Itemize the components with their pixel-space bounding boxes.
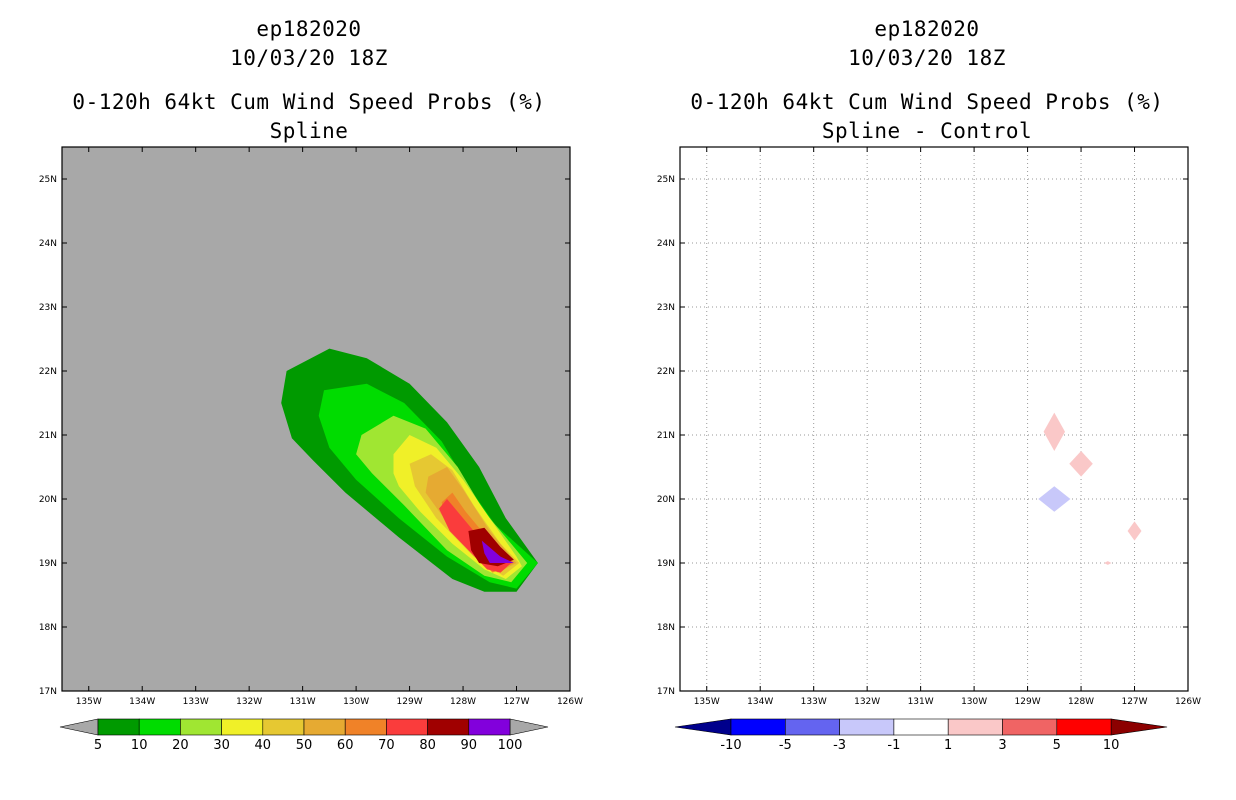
- colorbar-label: 60: [337, 738, 354, 753]
- x-tick-label: 135W: [76, 697, 102, 707]
- colorbar-high-arrow: [509, 718, 549, 736]
- subtitle: Spline: [269, 119, 349, 143]
- x-tick-label: 133W: [801, 697, 827, 707]
- colorbar-low-arrow: [674, 718, 732, 736]
- colorbar-low-arrow: [59, 718, 99, 736]
- datetime-title: 10/03/20 18Z: [230, 46, 388, 70]
- colorbar-segment: [893, 718, 949, 736]
- colorbar-label: -10: [720, 738, 741, 753]
- colorbar-segment: [344, 718, 387, 736]
- x-tick-label: 131W: [908, 697, 934, 707]
- plot-frame: [679, 146, 1189, 692]
- x-tick-label: 132W: [854, 697, 880, 707]
- colorbar-label: 10: [1103, 738, 1120, 753]
- colorbar-segment: [730, 718, 786, 736]
- y-tick-label: 21N: [657, 431, 675, 441]
- x-tick-label: 126W: [1175, 697, 1201, 707]
- colorbar-label: -3: [833, 738, 846, 753]
- contour-90pct: [481, 540, 514, 563]
- y-tick-label: 25N: [657, 175, 675, 185]
- x-tick-label: 127W: [1121, 697, 1147, 707]
- y-tick-label: 20N: [657, 495, 675, 505]
- colorbar-segment: [138, 718, 181, 736]
- colorbar-segment: [1056, 718, 1112, 736]
- y-tick-label: 25N: [39, 175, 57, 185]
- storm-id-title: ep182020: [874, 17, 980, 41]
- difference-patch: [1038, 486, 1071, 512]
- x-tick-label: 134W: [129, 697, 155, 707]
- colorbar-segment: [97, 718, 140, 736]
- colorbar-label: -5: [779, 738, 792, 753]
- colorbar-segment: [386, 718, 428, 736]
- difference-patch: [1104, 561, 1112, 565]
- contour-80pct: [468, 527, 514, 567]
- colorbar-label: 80: [419, 738, 436, 753]
- colorbar-segment: [427, 718, 470, 736]
- colorbar-segment: [947, 718, 1003, 736]
- x-tick-label: 134W: [747, 697, 773, 707]
- colorbar-segment: [180, 718, 222, 736]
- colorbar-segment: [468, 718, 511, 736]
- colorbar-segment: [839, 718, 895, 736]
- colorbar-high-arrow: [1110, 718, 1168, 736]
- subtitle: Spline - Control: [821, 119, 1033, 143]
- y-tick-label: 21N: [39, 431, 57, 441]
- y-tick-label: 20N: [39, 495, 57, 505]
- colorbar-label: 70: [378, 738, 395, 753]
- x-tick-label: 129W: [1015, 697, 1041, 707]
- x-tick-label: 132W: [236, 697, 262, 707]
- x-tick-label: 129W: [397, 697, 423, 707]
- y-tick-label: 23N: [39, 303, 57, 313]
- difference-patch: [1069, 451, 1093, 477]
- colorbar-label: 90: [461, 738, 478, 753]
- x-tick-label: 126W: [557, 697, 583, 707]
- y-tick-label: 18N: [657, 623, 675, 633]
- x-tick-label: 128W: [450, 697, 476, 707]
- difference-patch: [1127, 521, 1142, 541]
- colorbar-label: 3: [998, 738, 1006, 753]
- colorbar-label: 5: [1053, 738, 1061, 753]
- product-title: 0-120h 64kt Cum Wind Speed Probs (%): [690, 90, 1164, 114]
- y-tick-label: 18N: [39, 623, 57, 633]
- x-tick-label: 127W: [503, 697, 529, 707]
- y-tick-label: 24N: [39, 239, 57, 249]
- colorbar-label: 100: [498, 738, 523, 753]
- colorbar-label: 30: [213, 738, 230, 753]
- x-tick-label: 128W: [1068, 697, 1094, 707]
- y-tick-label: 23N: [657, 303, 675, 313]
- colorbar-segment: [785, 718, 840, 736]
- colorbar-label: -1: [887, 738, 900, 753]
- y-tick-label: 22N: [657, 367, 675, 377]
- x-tick-label: 130W: [343, 697, 369, 707]
- y-tick-label: 19N: [657, 559, 675, 569]
- colorbar-segment: [1002, 718, 1058, 736]
- plot-background: [680, 147, 1188, 691]
- y-tick-label: 17N: [657, 687, 675, 697]
- product-title: 0-120h 64kt Cum Wind Speed Probs (%): [72, 90, 546, 114]
- datetime-title: 10/03/20 18Z: [848, 46, 1006, 70]
- x-tick-label: 135W: [694, 697, 720, 707]
- y-tick-label: 22N: [39, 367, 57, 377]
- storm-id-title: ep182020: [256, 17, 362, 41]
- x-tick-label: 130W: [961, 697, 987, 707]
- colorbar-label: 20: [172, 738, 189, 753]
- x-tick-label: 133W: [183, 697, 209, 707]
- y-tick-label: 24N: [657, 239, 675, 249]
- panel-spline-minus-control: ep182020 10/03/20 18Z 0-120h 64kt Cum Wi…: [618, 0, 1236, 800]
- colorbar-label: 1: [944, 738, 952, 753]
- panel-spline: ep182020 10/03/20 18Z 0-120h 64kt Cum Wi…: [39, 17, 583, 753]
- colorbar-segment: [303, 718, 346, 736]
- colorbar-segment: [262, 718, 305, 736]
- y-tick-label: 17N: [39, 687, 57, 697]
- colorbar-label: 50: [296, 738, 313, 753]
- plot-frame: [61, 146, 571, 692]
- x-tick-label: 131W: [290, 697, 316, 707]
- colorbar-label: 40: [255, 738, 272, 753]
- colorbar-label: 5: [94, 738, 102, 753]
- y-tick-label: 19N: [39, 559, 57, 569]
- map-plot-difference: 135W 134W 133W 132W 131W 130W 129W 128W 127W 126W…: [657, 146, 1201, 753]
- colorbar-label: 10: [131, 738, 148, 753]
- map-plot-spline: 135W 134W 133W 132W 131W 130W 129W 128W 127W 126W…: [39, 146, 583, 753]
- colorbar-segment: [221, 718, 264, 736]
